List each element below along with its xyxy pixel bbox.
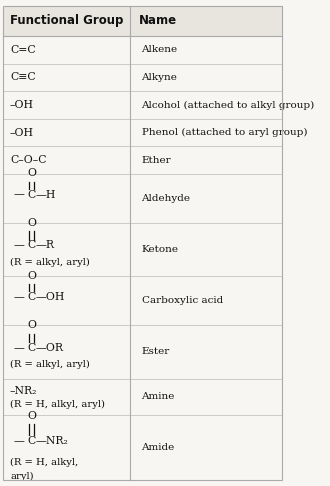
Text: –OH: –OH — [10, 100, 34, 110]
Text: —: — — [13, 190, 24, 200]
Text: (R = H, alkyl, aryl): (R = H, alkyl, aryl) — [10, 399, 105, 409]
Text: O: O — [27, 271, 36, 281]
Text: —H: —H — [36, 190, 56, 200]
Text: O: O — [27, 411, 36, 420]
Text: C: C — [27, 241, 36, 250]
Text: Alkyne: Alkyne — [142, 73, 178, 82]
Text: Amine: Amine — [142, 392, 175, 401]
Text: Amide: Amide — [142, 443, 175, 452]
Text: Alkene: Alkene — [142, 45, 178, 54]
Text: C=C: C=C — [10, 45, 36, 55]
Text: Carboxylic acid: Carboxylic acid — [142, 296, 223, 305]
Text: —OR: —OR — [36, 343, 64, 353]
Text: C: C — [27, 190, 36, 200]
Text: Ether: Ether — [142, 156, 171, 165]
Text: Ketone: Ketone — [142, 245, 179, 254]
Text: C–O–C: C–O–C — [10, 155, 47, 165]
Text: —R: —R — [36, 241, 55, 250]
Text: Aldehyde: Aldehyde — [142, 194, 190, 203]
Text: —: — — [13, 241, 24, 250]
Text: –NR₂: –NR₂ — [10, 386, 38, 397]
Text: Ester: Ester — [142, 347, 170, 356]
Text: (R = H, alkyl,: (R = H, alkyl, — [10, 457, 78, 467]
Text: –OH: –OH — [10, 127, 34, 138]
Text: —OH: —OH — [36, 292, 65, 302]
Text: Functional Group: Functional Group — [10, 15, 123, 27]
Text: —: — — [13, 292, 24, 302]
Text: O: O — [27, 168, 36, 178]
Bar — [3, 6, 282, 36]
Text: O: O — [27, 218, 36, 228]
Text: —NR₂: —NR₂ — [36, 436, 69, 446]
Text: C≡C: C≡C — [10, 72, 36, 82]
Text: Alcohol (attached to alkyl group): Alcohol (attached to alkyl group) — [142, 101, 315, 109]
Text: (R = alkyl, aryl): (R = alkyl, aryl) — [10, 258, 90, 267]
Text: Name: Name — [139, 15, 177, 27]
Text: Phenol (attached to aryl group): Phenol (attached to aryl group) — [142, 128, 307, 137]
Text: C: C — [27, 292, 36, 302]
Text: C: C — [27, 436, 36, 446]
Text: —: — — [13, 436, 24, 446]
Text: aryl): aryl) — [10, 472, 34, 481]
Text: (R = alkyl, aryl): (R = alkyl, aryl) — [10, 360, 90, 369]
Text: C: C — [27, 343, 36, 353]
Text: —: — — [13, 343, 24, 353]
Text: O: O — [27, 320, 36, 330]
